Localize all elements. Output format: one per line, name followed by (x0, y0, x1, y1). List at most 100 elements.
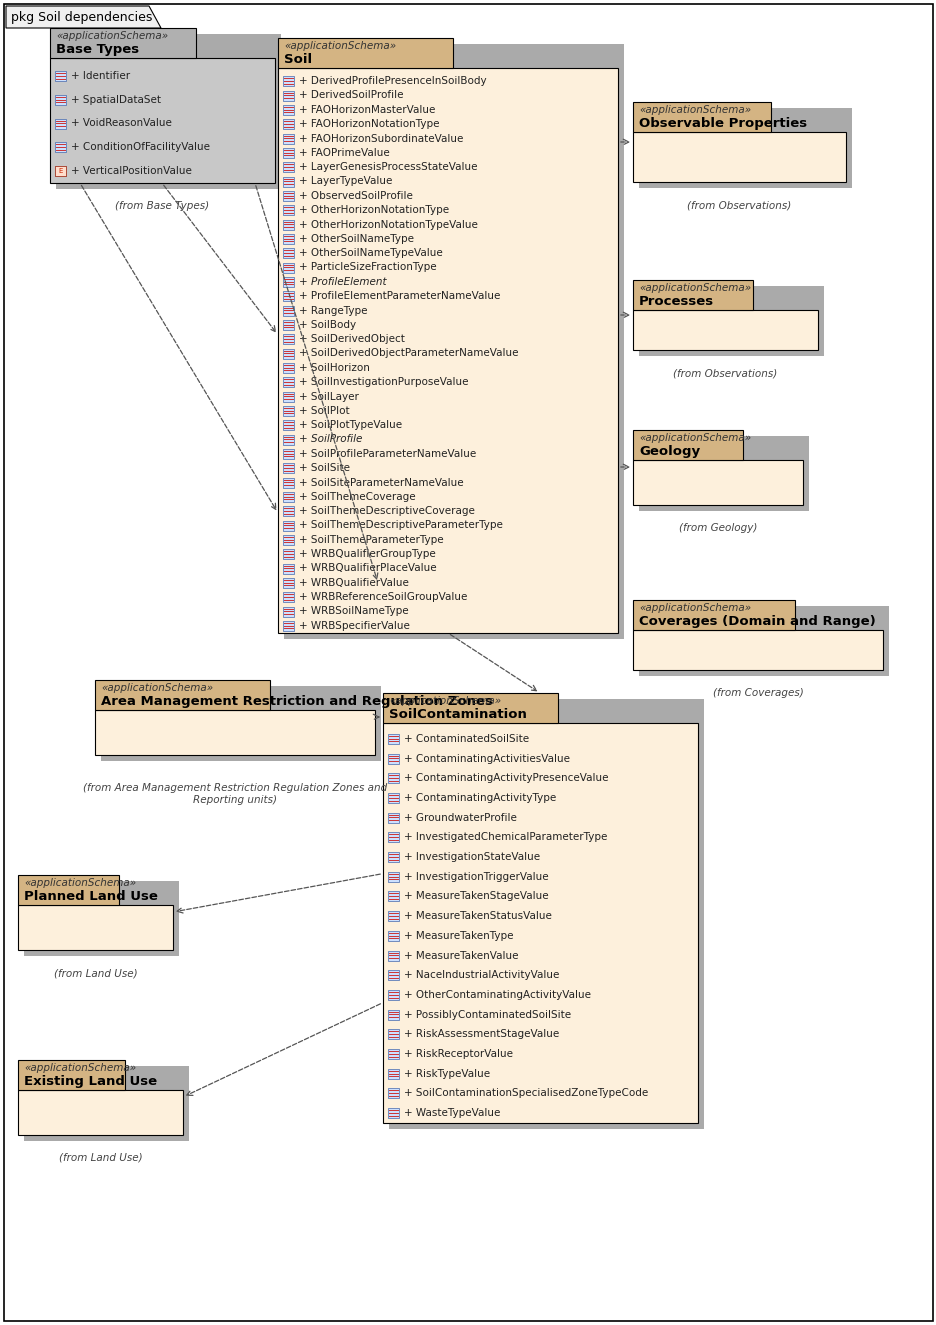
FancyBboxPatch shape (283, 191, 294, 201)
FancyBboxPatch shape (388, 700, 703, 1129)
Text: + ProfileElement: + ProfileElement (299, 277, 387, 286)
Text: + SoilPlot: + SoilPlot (299, 405, 349, 416)
FancyBboxPatch shape (283, 176, 294, 187)
FancyBboxPatch shape (283, 334, 294, 344)
Text: (from Land Use): (from Land Use) (53, 969, 138, 978)
Text: + WRBReferenceSoilGroupValue: + WRBReferenceSoilGroupValue (299, 592, 467, 602)
FancyBboxPatch shape (633, 431, 742, 460)
Text: + ContaminatingActivityType: + ContaminatingActivityType (403, 792, 556, 803)
Text: + NaceIndustrialActivityValue: + NaceIndustrialActivityValue (403, 970, 559, 980)
FancyBboxPatch shape (283, 162, 294, 172)
FancyBboxPatch shape (50, 58, 274, 183)
Text: + ContaminatedSoilSite: + ContaminatedSoilSite (403, 734, 529, 743)
Text: + SoilContaminationSpecialisedZoneTypeCode: + SoilContaminationSpecialisedZoneTypeCo… (403, 1088, 648, 1098)
Text: Area Management Restriction and Regulation Zones: Area Management Restriction and Regulati… (101, 696, 492, 708)
Text: + SoilLayer: + SoilLayer (299, 391, 358, 401)
FancyBboxPatch shape (633, 132, 845, 182)
FancyBboxPatch shape (283, 378, 294, 387)
Text: «applicationSchema»: «applicationSchema» (24, 1064, 136, 1073)
Text: Geology: Geology (638, 445, 699, 458)
Text: + SoilThemeCoverage: + SoilThemeCoverage (299, 492, 416, 502)
Text: + SoilThemeDescriptiveCoverage: + SoilThemeDescriptiveCoverage (299, 506, 475, 517)
Text: (from Base Types): (from Base Types) (115, 201, 210, 211)
Text: + MeasureTakenType: + MeasureTakenType (403, 931, 513, 941)
FancyBboxPatch shape (55, 142, 66, 152)
FancyBboxPatch shape (283, 134, 294, 143)
FancyBboxPatch shape (283, 319, 294, 330)
Text: + OtherSoilNameTypeValue: + OtherSoilNameTypeValue (299, 248, 443, 258)
Text: + WRBSpecifierValue: + WRBSpecifierValue (299, 621, 409, 631)
FancyBboxPatch shape (283, 621, 294, 631)
Text: (from Land Use): (from Land Use) (59, 1153, 142, 1163)
Text: + WRBSoilNameType: + WRBSoilNameType (299, 607, 408, 616)
FancyBboxPatch shape (283, 563, 294, 574)
Text: Observable Properties: Observable Properties (638, 117, 806, 130)
FancyBboxPatch shape (388, 852, 399, 863)
Text: «applicationSchema»: «applicationSchema» (388, 697, 501, 706)
FancyBboxPatch shape (388, 754, 399, 763)
FancyBboxPatch shape (388, 792, 399, 803)
Text: + InvestigationStateValue: + InvestigationStateValue (403, 852, 539, 863)
FancyBboxPatch shape (55, 94, 66, 105)
Text: Existing Land Use: Existing Land Use (24, 1075, 157, 1088)
FancyBboxPatch shape (633, 310, 817, 350)
FancyBboxPatch shape (4, 4, 932, 1321)
FancyBboxPatch shape (388, 872, 399, 881)
Text: + WRBQualifierPlaceValue: + WRBQualifierPlaceValue (299, 563, 436, 574)
Text: + SoilThemeParameterType: + SoilThemeParameterType (299, 535, 443, 545)
FancyBboxPatch shape (633, 460, 802, 505)
FancyBboxPatch shape (283, 449, 294, 458)
FancyBboxPatch shape (388, 990, 399, 1000)
FancyBboxPatch shape (101, 686, 381, 761)
Text: + SoilBody: + SoilBody (299, 319, 356, 330)
Text: pkg Soil dependencies: pkg Soil dependencies (11, 11, 153, 24)
FancyBboxPatch shape (283, 248, 294, 258)
FancyBboxPatch shape (18, 905, 173, 950)
Text: «applicationSchema»: «applicationSchema» (638, 284, 751, 293)
FancyBboxPatch shape (388, 734, 399, 743)
FancyBboxPatch shape (283, 607, 294, 616)
Text: + SoilPlotTypeValue: + SoilPlotTypeValue (299, 420, 402, 431)
FancyBboxPatch shape (283, 435, 294, 444)
FancyBboxPatch shape (55, 166, 66, 176)
FancyBboxPatch shape (388, 950, 399, 961)
Text: + MeasureTakenValue: + MeasureTakenValue (403, 950, 518, 961)
FancyBboxPatch shape (283, 521, 294, 530)
Text: «applicationSchema»: «applicationSchema» (638, 433, 751, 444)
Text: + FAOHorizonNotationType: + FAOHorizonNotationType (299, 119, 439, 129)
Text: + GroundwaterProfile: + GroundwaterProfile (403, 812, 517, 823)
FancyBboxPatch shape (633, 629, 882, 670)
Text: (from Observations): (from Observations) (687, 200, 791, 209)
Text: + WRBQualifierValue: + WRBQualifierValue (299, 578, 408, 588)
FancyBboxPatch shape (283, 363, 294, 372)
Text: + OtherContaminatingActivityValue: + OtherContaminatingActivityValue (403, 990, 591, 1000)
Text: «applicationSchema»: «applicationSchema» (56, 32, 168, 41)
FancyBboxPatch shape (388, 1108, 399, 1118)
FancyBboxPatch shape (55, 118, 66, 129)
Text: Coverages (Domain and Range): Coverages (Domain and Range) (638, 615, 875, 628)
Text: Processes: Processes (638, 295, 713, 309)
Text: + SoilDerivedObjectParameterNameValue: + SoilDerivedObjectParameterNameValue (299, 348, 518, 359)
FancyBboxPatch shape (388, 892, 399, 901)
Text: (from Geology): (from Geology) (678, 523, 756, 533)
FancyBboxPatch shape (283, 306, 294, 315)
FancyBboxPatch shape (283, 233, 294, 244)
FancyBboxPatch shape (50, 28, 196, 58)
FancyBboxPatch shape (283, 420, 294, 431)
Text: + ObservedSoilProfile: + ObservedSoilProfile (299, 191, 413, 201)
Text: + MeasureTakenStageValue: + MeasureTakenStageValue (403, 892, 548, 901)
FancyBboxPatch shape (283, 549, 294, 559)
Text: «applicationSchema»: «applicationSchema» (638, 106, 751, 115)
FancyBboxPatch shape (633, 600, 795, 629)
Text: Soil: Soil (284, 53, 312, 66)
Text: + OtherSoilNameType: + OtherSoilNameType (299, 233, 414, 244)
FancyBboxPatch shape (283, 292, 294, 301)
Text: + SoilProfile: + SoilProfile (299, 435, 362, 444)
Text: + SoilDerivedObject: + SoilDerivedObject (299, 334, 404, 344)
FancyBboxPatch shape (388, 912, 399, 921)
FancyBboxPatch shape (283, 464, 294, 473)
Text: + OtherHorizonNotationTypeValue: + OtherHorizonNotationTypeValue (299, 220, 477, 229)
Text: Base Types: Base Types (56, 44, 139, 56)
FancyBboxPatch shape (388, 970, 399, 980)
FancyBboxPatch shape (283, 277, 294, 286)
